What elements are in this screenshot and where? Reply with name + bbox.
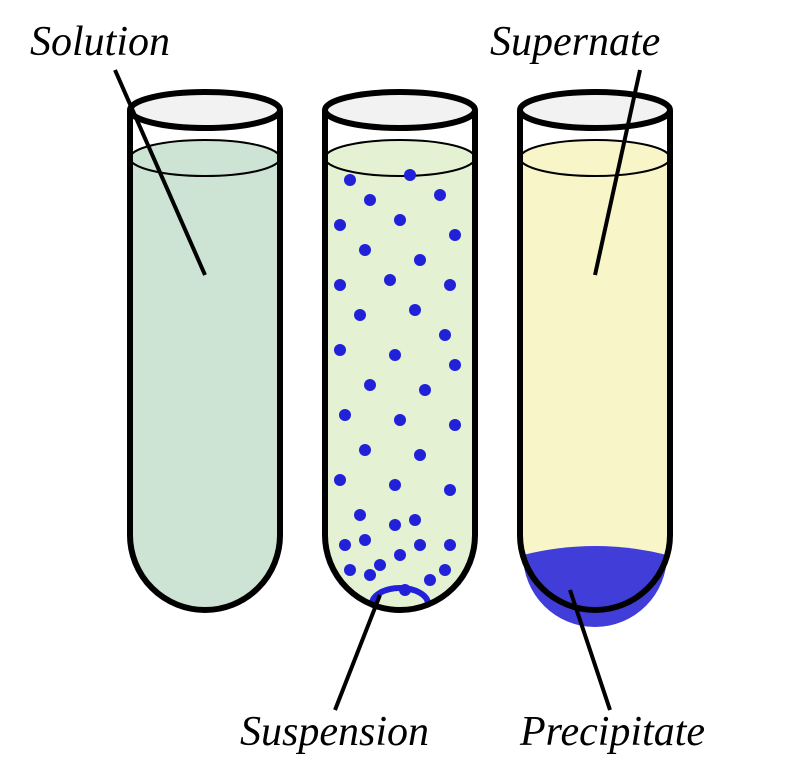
test-tube-rim [325,92,475,128]
suspension-particle [364,379,376,391]
suspension-particle [359,534,371,546]
suspension-particle [339,539,351,551]
suspension-label: Suspension [240,709,429,755]
suspension-particle [394,414,406,426]
suspension-particle [364,194,376,206]
suspension-particle [424,574,436,586]
suspension-particle [339,409,351,421]
suspension-particle [389,519,401,531]
suspension-particle [444,484,456,496]
suspension-particle [399,584,411,596]
suspension-particle [359,444,371,456]
test-tube-rim [130,92,280,128]
suspension-particle [394,214,406,226]
suspension-particle [444,279,456,291]
suspension-particle [449,359,461,371]
suspension-particle [334,219,346,231]
suspension-particle [404,169,416,181]
suspension-particle [439,564,451,576]
suspension-particle [374,559,386,571]
test-tube-rim [520,92,670,128]
precipitate-label: Precipitate [519,709,705,755]
suspension-particle [344,174,356,186]
suspension-particle [394,549,406,561]
solution-label: Solution [30,19,170,65]
suspension-particle [409,304,421,316]
suspension-particle [389,479,401,491]
suspension-particle [414,539,426,551]
suspension-particle [449,229,461,241]
suspension-particle [359,244,371,256]
suspension-particle [354,309,366,321]
suspension-particle [439,329,451,341]
suspension-particle [384,274,396,286]
suspension-particle [414,449,426,461]
liquid-surface [325,140,475,176]
liquid-surface [520,140,670,176]
suspension-particle [449,419,461,431]
suspension-particle [334,474,346,486]
suspension-particle [334,344,346,356]
suspension-particle [389,349,401,361]
suspension-particle [444,539,456,551]
suspension-particle [414,254,426,266]
suspension-particle [334,279,346,291]
suspension-particle [364,569,376,581]
tube-liquid [520,158,670,610]
suspension-particle [434,189,446,201]
tube-liquid [130,158,280,610]
suspension-particle [419,384,431,396]
suspension-particle [409,514,421,526]
suspension-particle [354,509,366,521]
suspension-leader-line [335,595,380,710]
supernate-label: Supernate [490,19,660,65]
chemical-precipitation-diagram: Solution Supernate Suspension Precipitate [0,0,800,772]
suspension-particle [344,564,356,576]
